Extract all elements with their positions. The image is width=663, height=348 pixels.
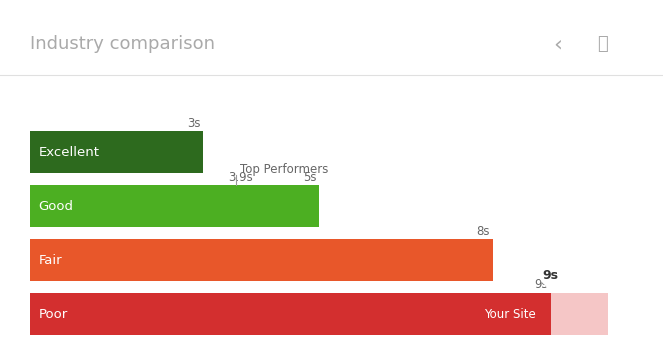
Text: 5s: 5s — [303, 171, 316, 184]
Text: Excellent: Excellent — [38, 146, 99, 159]
Bar — [550, 293, 609, 335]
Text: 8s: 8s — [476, 224, 490, 238]
Circle shape — [540, 266, 562, 286]
Text: ‹: ‹ — [554, 35, 563, 55]
Text: Fair: Fair — [38, 254, 62, 267]
Bar — [30, 239, 493, 281]
Text: 9s: 9s — [542, 269, 558, 282]
Text: Good: Good — [38, 200, 74, 213]
Bar — [30, 185, 319, 227]
Text: ⓘ: ⓘ — [597, 35, 607, 53]
Text: Poor: Poor — [38, 308, 68, 321]
Text: Top Performers: Top Performers — [241, 163, 329, 176]
Bar — [30, 293, 550, 335]
Text: Industry comparison: Industry comparison — [30, 35, 215, 53]
Text: Your Site: Your Site — [485, 308, 536, 321]
Bar — [30, 132, 204, 173]
Text: 9s: 9s — [534, 278, 548, 292]
Text: 3s: 3s — [187, 117, 200, 130]
Polygon shape — [545, 284, 556, 291]
Text: 3.9s: 3.9s — [228, 171, 253, 184]
